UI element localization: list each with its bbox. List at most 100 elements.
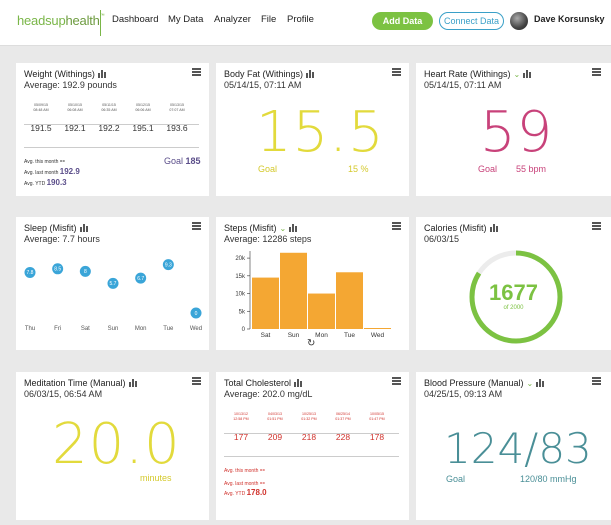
menu-icon[interactable] — [592, 68, 601, 76]
add-data-button[interactable]: Add Data — [372, 12, 433, 30]
cholesterol-subtitle: Average: 202.0 mg/dL — [224, 389, 313, 399]
heart-rate-card: Heart Rate (Withings) ⌄ 05/14/15, 07:11 A… — [416, 63, 611, 196]
nav-analyzer[interactable]: Analyzer — [214, 14, 251, 25]
chart-icon[interactable] — [128, 379, 137, 387]
app-logo[interactable]: headsuphealth™ — [17, 13, 105, 28]
calories-goal: of 2000 — [503, 305, 524, 311]
cholesterol-entry: 06/25/14 01:37 PM 228 — [335, 412, 351, 442]
meditation-subtitle: 06/03/15, 06:54 AM — [24, 389, 103, 399]
avatar[interactable] — [510, 12, 528, 30]
steps-y-tick: 0 — [242, 327, 246, 333]
steps-x-tick: Wed — [371, 332, 385, 339]
nav-my-data[interactable]: My Data — [168, 14, 204, 25]
divider — [224, 433, 399, 434]
chart-icon[interactable] — [79, 224, 88, 232]
blood-pressure-goal: 120/80 mmHg — [520, 474, 577, 484]
steps-chart: 0 5k 10k 15k 20k Sat Sun Mon Tue Wed — [235, 251, 391, 339]
sleep-point — [79, 265, 91, 277]
steps-x-tick: Sat — [261, 332, 271, 339]
refresh-icon[interactable]: ↻ — [307, 338, 316, 349]
steps-bar — [280, 252, 307, 329]
steps-x-tick: Mon — [315, 332, 328, 339]
weight-entry: 05/13/15 07:07 AM 193.6 — [166, 103, 188, 133]
heart-rate-title: Heart Rate (Withings) — [424, 69, 511, 79]
cholesterol-entry: 10/13/12 12:58 PM 177 — [233, 412, 249, 442]
blood-pressure-goal-label: Goal — [446, 474, 466, 484]
chevron-down-icon[interactable]: ⌄ — [513, 70, 521, 79]
weight-subtitle: Average: 192.9 pounds — [24, 80, 117, 90]
body-fat-goal: 15 % — [348, 164, 369, 174]
sleep-point — [190, 307, 202, 319]
menu-icon[interactable] — [392, 222, 401, 230]
nav-profile[interactable]: Profile — [287, 14, 314, 25]
chart-icon[interactable] — [97, 70, 106, 78]
connect-data-button[interactable]: Connect Data — [439, 12, 504, 30]
nav-dashboard[interactable]: Dashboard — [112, 14, 159, 25]
cholesterol-title: Total Cholesterol — [224, 378, 292, 388]
sleep-tick-label: Mon — [135, 326, 147, 332]
calories-card: Calories (Misfit) 06/03/15 1677 of 2000 — [416, 217, 611, 350]
menu-icon[interactable] — [192, 377, 201, 385]
weight-entry: 05/11/15 06:35 AM 192.2 — [98, 103, 120, 133]
menu-icon[interactable] — [592, 222, 601, 230]
chart-icon[interactable] — [489, 224, 498, 232]
nav-file[interactable]: File — [261, 14, 277, 25]
chevron-down-icon[interactable]: ⌄ — [526, 379, 534, 388]
steps-y-tick: 5k — [239, 309, 246, 315]
meditation-unit: minutes — [140, 473, 172, 483]
calories-title: Calories (Misfit) — [424, 223, 487, 233]
menu-icon[interactable] — [192, 222, 201, 230]
user-name[interactable]: Dave Korsunsky — [534, 14, 605, 24]
blood-pressure-subtitle: 04/25/15, 09:13 AM — [424, 389, 503, 399]
chart-icon[interactable] — [306, 70, 315, 78]
sleep-data-label: 5.7 — [110, 281, 117, 287]
menu-icon[interactable] — [392, 377, 401, 385]
cholesterol-card: Total Cholesterol Average: 202.0 mg/dL 1… — [216, 372, 409, 520]
menu-icon[interactable] — [592, 377, 601, 385]
steps-bar — [336, 272, 363, 329]
steps-x-tick: Tue — [344, 332, 355, 339]
heart-rate-subtitle: 05/14/15, 07:11 AM — [424, 80, 502, 90]
logo-divider — [100, 10, 101, 36]
sleep-data-label: 8.5 — [54, 267, 61, 273]
blood-pressure-card: Blood Pressure (Manual) ⌄ 04/25/15, 09:13… — [416, 372, 611, 520]
weight-title: Weight (Withings) — [24, 69, 95, 79]
heart-rate-goal-label: Goal — [478, 164, 498, 174]
sleep-tick-label: Sun — [108, 326, 119, 332]
body-fat-title: Body Fat (Withings) — [224, 69, 304, 79]
avg-this-month: Avg. this month -- — [224, 465, 266, 474]
sleep-data-label: 7.8 — [27, 270, 34, 276]
steps-bar — [252, 277, 279, 329]
chart-icon[interactable] — [289, 224, 298, 232]
chevron-down-icon[interactable]: ⌄ — [279, 224, 287, 233]
avg-ytd: Avg. YTD 178.0 — [224, 488, 267, 497]
chart-icon[interactable] — [523, 70, 532, 78]
sleep-data-label: 8 — [84, 269, 87, 275]
chart-icon[interactable] — [536, 379, 545, 387]
chart-icon[interactable] — [294, 379, 303, 387]
sleep-point — [135, 272, 147, 284]
sleep-point — [162, 259, 174, 271]
steps-card: Steps (Misfit) ⌄ Average: 12286 steps 0 5k… — [216, 217, 409, 350]
divider — [24, 147, 199, 148]
sleep-subtitle: Average: 7.7 hours — [24, 234, 100, 244]
steps-title: Steps (Misfit) — [224, 223, 277, 233]
calories-ring — [469, 250, 563, 344]
cholesterol-entry: 10/25/13 01:32 PM 218 — [301, 412, 317, 442]
sleep-point — [52, 263, 64, 275]
avg-last-month: Avg. last month -- — [224, 478, 266, 487]
meditation-value: 20.0 — [52, 412, 181, 477]
sleep-tick-label: Sat — [81, 326, 90, 332]
sleep-tick-label: Wed — [190, 326, 202, 332]
cholesterol-table: 10/13/12 12:58 PM 177 04/03/13 01:51 PM 209 … — [224, 412, 394, 442]
steps-x-tick: Sun — [288, 332, 300, 339]
steps-subtitle: Average: 12286 steps — [224, 234, 312, 244]
menu-icon[interactable] — [392, 68, 401, 76]
sleep-data-label: 9.3 — [165, 262, 172, 268]
sleep-tick-label: Tue — [163, 326, 174, 332]
weight-goal: Goal 185 — [164, 156, 201, 166]
calories-subtitle: 06/03/15 — [424, 234, 460, 244]
menu-icon[interactable] — [192, 68, 201, 76]
avg-ytd: Avg. YTD 190.3 — [24, 178, 67, 187]
meditation-title: Meditation Time (Manual) — [24, 378, 126, 388]
